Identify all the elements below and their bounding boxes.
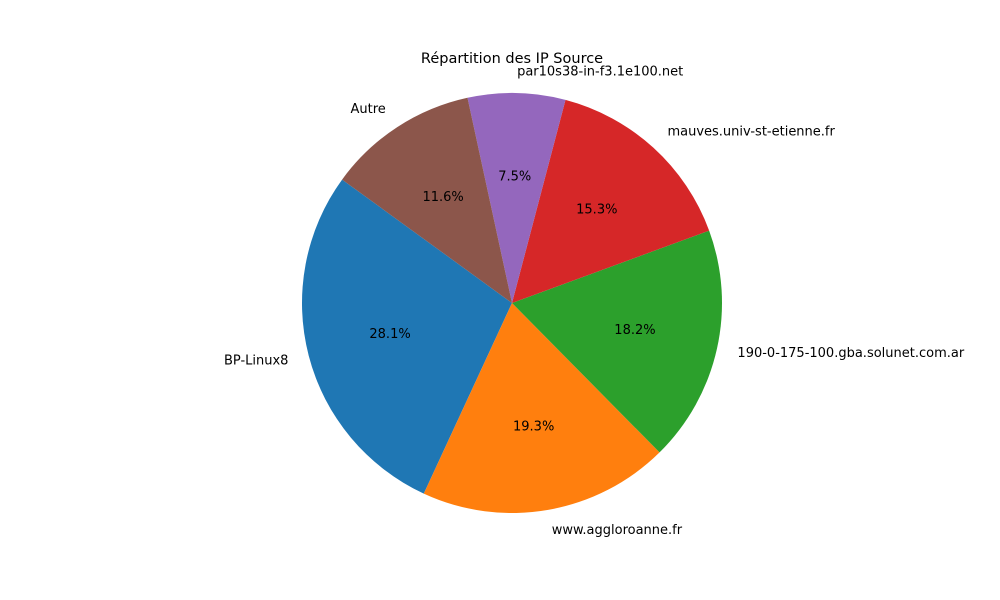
- slice-percent-label: 7.5%: [498, 170, 531, 185]
- pie-slice: [512, 230, 722, 453]
- pie-slice: [423, 303, 660, 513]
- slice-label: mauves.univ-st-etienne.fr: [667, 125, 835, 140]
- pie-slices: [302, 93, 722, 513]
- pie-slice: [467, 93, 566, 304]
- percent-labels: 28.1% 19.3% 18.2% 15.3% 7.5% 11.6%: [369, 170, 655, 435]
- pie-slice: [342, 97, 512, 303]
- slice-percent-label: 15.3%: [576, 202, 617, 217]
- pie-slice: [512, 99, 710, 303]
- slice-percent-label: 28.1%: [369, 327, 410, 342]
- slice-label: BP-Linux8: [224, 354, 288, 369]
- slice-percent-label: 19.3%: [513, 420, 554, 435]
- slice-percent-label: 18.2%: [614, 323, 655, 338]
- slice-label: 190-0-175-100.gba.solunet.com.ar: [737, 346, 964, 361]
- slice-label: par10s38-in-f3.1e100.net: [517, 65, 683, 80]
- slice-percent-label: 11.6%: [422, 190, 463, 205]
- chart-title: Répartition des IP Source: [421, 51, 603, 67]
- slice-labels: BP-Linux8 www.aggloroanne.fr 190-0-175-100…: [224, 65, 965, 539]
- slice-label: Autre: [350, 102, 385, 117]
- pie-slice: [302, 179, 512, 494]
- slice-label: www.aggloroanne.fr: [552, 523, 683, 538]
